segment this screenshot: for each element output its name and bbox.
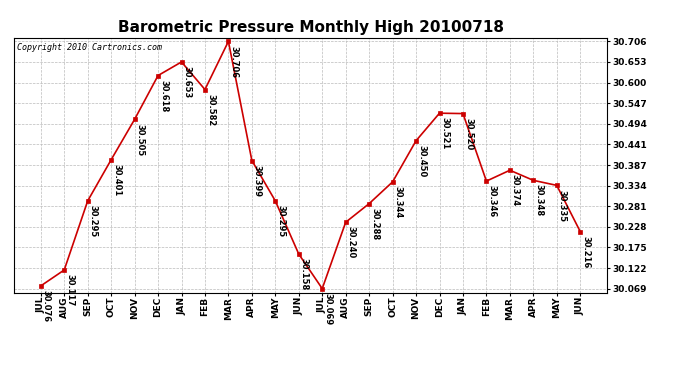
Text: 30.618: 30.618: [159, 80, 168, 112]
Text: 30.505: 30.505: [136, 123, 145, 156]
Text: Copyright 2010 Cartronics.com: Copyright 2010 Cartronics.com: [17, 43, 161, 52]
Text: 30.335: 30.335: [558, 189, 566, 222]
Text: 30.374: 30.374: [511, 174, 520, 207]
Text: 30.520: 30.520: [464, 118, 473, 150]
Text: 30.653: 30.653: [183, 66, 192, 98]
Text: 30.344: 30.344: [394, 186, 403, 218]
Text: 30.117: 30.117: [66, 274, 75, 306]
Text: 30.158: 30.158: [300, 258, 309, 291]
Text: 30.216: 30.216: [581, 236, 590, 268]
Text: 30.069: 30.069: [324, 293, 333, 325]
Text: 30.706: 30.706: [230, 45, 239, 78]
Text: 30.295: 30.295: [277, 205, 286, 237]
Text: 30.348: 30.348: [534, 184, 543, 217]
Text: 30.076: 30.076: [42, 290, 51, 322]
Text: 30.399: 30.399: [253, 165, 262, 197]
Title: Barometric Pressure Monthly High 20100718: Barometric Pressure Monthly High 2010071…: [117, 20, 504, 35]
Text: 30.295: 30.295: [89, 205, 98, 237]
Text: 30.401: 30.401: [112, 164, 121, 196]
Text: 30.288: 30.288: [371, 208, 380, 240]
Text: 30.450: 30.450: [417, 145, 426, 177]
Text: 30.346: 30.346: [487, 185, 497, 218]
Text: 30.240: 30.240: [347, 226, 356, 259]
Text: 30.582: 30.582: [206, 94, 215, 126]
Text: 30.521: 30.521: [440, 117, 450, 150]
